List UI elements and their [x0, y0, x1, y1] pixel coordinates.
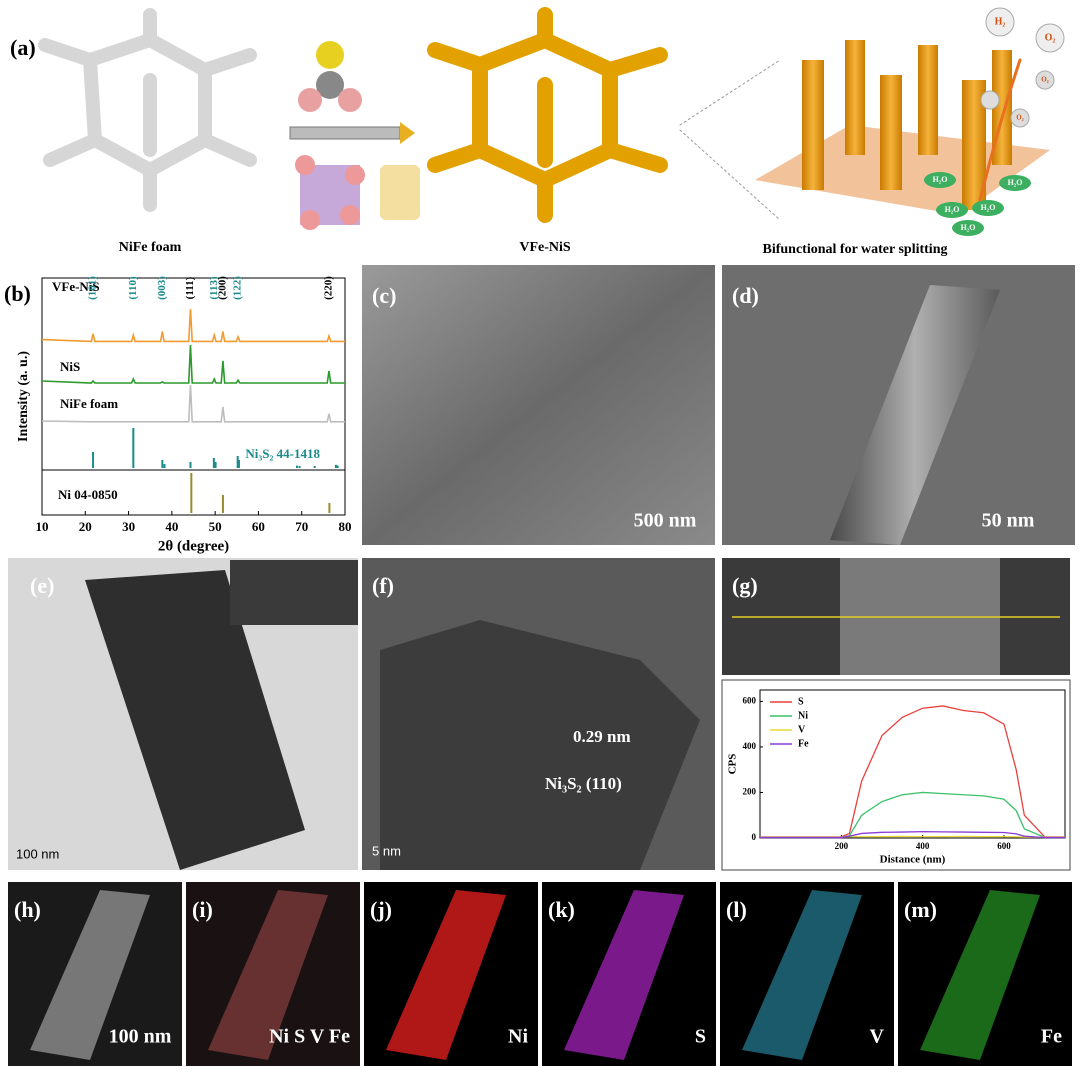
- caption: NiFe foam: [119, 240, 182, 255]
- nanorod: [30, 890, 150, 1060]
- reference-label: Ni 04-0850: [58, 487, 118, 502]
- x-axis-label: Distance (nm): [880, 854, 946, 866]
- caption: VFe-NiS: [519, 240, 571, 255]
- element-label: Ni S V Fe: [269, 1026, 350, 1048]
- sem-image: [362, 265, 715, 545]
- plot-frame: [41, 277, 346, 516]
- tick-label: 70: [295, 519, 308, 534]
- x-axis-label: 2θ (degree): [158, 538, 229, 554]
- peak-label: (101): [87, 276, 99, 300]
- panel-label: (l): [726, 897, 747, 922]
- panel-label: (d): [732, 283, 759, 308]
- legend-label: NiS: [60, 359, 80, 374]
- nanorod: [830, 285, 1000, 545]
- illustration: [38, 7, 1065, 236]
- scale-bar-label: 100 nm: [16, 846, 59, 861]
- annotation: 0.29 nm: [573, 727, 631, 746]
- panel-label: (k): [548, 897, 575, 922]
- panel-label: (j): [370, 897, 392, 922]
- nanorod: [208, 890, 328, 1060]
- legend-label: S: [798, 696, 804, 707]
- molecule: O₂: [1041, 76, 1049, 84]
- nanorod: [920, 890, 1040, 1060]
- nanorod: [564, 890, 684, 1060]
- tick-label: 50: [209, 519, 222, 534]
- tick-label: 200: [835, 841, 849, 851]
- panel-label: (g): [732, 573, 758, 598]
- nanorod: [742, 890, 862, 1060]
- tick-label: 200: [743, 787, 757, 797]
- panel-label: (f): [372, 573, 394, 598]
- panel-label: (m): [904, 897, 937, 922]
- peak-label: (220): [323, 276, 335, 300]
- xrd-line: [41, 344, 345, 384]
- nanorod: [230, 560, 358, 625]
- molecule: H₂O: [1008, 178, 1023, 187]
- peak-label: (003): [156, 276, 168, 300]
- peak-label: (110): [127, 276, 139, 300]
- reference-label: Ni₃S₂ 44-1418: [245, 446, 320, 461]
- tick-label: 400: [916, 841, 930, 851]
- xrd-line: [41, 384, 345, 423]
- tick-label: 600: [997, 841, 1011, 851]
- panel-label: (b): [4, 281, 31, 306]
- line: [760, 705, 1065, 838]
- nanorod: [85, 570, 305, 870]
- peak-label: (200): [216, 276, 228, 300]
- molecule: H₂O: [981, 203, 996, 212]
- plot-frame: [759, 689, 1066, 839]
- scale-bar-label: 100 nm: [109, 1026, 172, 1048]
- panel-label: (c): [372, 283, 396, 308]
- legend-label: Ni: [798, 710, 808, 721]
- tick-label: 0: [752, 832, 757, 842]
- tick-label: 40: [165, 519, 178, 534]
- panel-label: (e): [30, 573, 54, 598]
- panel-label: (i): [192, 897, 213, 922]
- molecule: H₂: [995, 16, 1006, 27]
- element-label: Ni: [508, 1026, 528, 1048]
- legend-label: V: [798, 724, 806, 735]
- peak-label: (122): [232, 276, 244, 300]
- xrd-line: [41, 308, 345, 343]
- nanorod: [386, 890, 506, 1060]
- element-label: Fe: [1041, 1026, 1062, 1048]
- panel-label: (h): [14, 897, 41, 922]
- legend-label: NiFe foam: [60, 396, 118, 411]
- molecule: H₂O: [933, 175, 948, 184]
- legend-label: VFe-NiS: [52, 279, 100, 294]
- tick-label: 10: [36, 519, 49, 534]
- scale-bar-label: 5 nm: [372, 843, 401, 858]
- tick-label: 400: [743, 741, 757, 751]
- legend-label: Fe: [798, 738, 809, 749]
- element-label: S: [695, 1026, 706, 1048]
- molecule: H₂O: [945, 205, 960, 214]
- crystal: [380, 620, 700, 870]
- molecule: H₂O: [961, 223, 976, 232]
- scale-bar-label: 500 nm: [634, 510, 697, 532]
- peak-label: (113): [208, 276, 220, 300]
- scale-bar-label: 50 nm: [982, 510, 1035, 532]
- y-axis-label: Intensity (a. u.): [16, 351, 31, 442]
- tick-label: 20: [79, 519, 92, 534]
- molecule: O₂: [1016, 114, 1024, 122]
- molecule: O₂: [1045, 32, 1056, 43]
- y-axis-label: CPS: [727, 754, 739, 775]
- peak-label: (111): [184, 276, 196, 299]
- panel-label: (a): [10, 35, 36, 60]
- caption: Bifunctional for water splitting: [763, 242, 948, 257]
- element-label: V: [870, 1026, 885, 1048]
- tick-label: 30: [122, 519, 135, 534]
- line: [760, 830, 1065, 839]
- tick-label: 600: [743, 695, 757, 705]
- annotation: Ni₃S₂ (110): [545, 774, 622, 793]
- tick-label: 60: [252, 519, 265, 534]
- tick-label: 80: [339, 519, 352, 534]
